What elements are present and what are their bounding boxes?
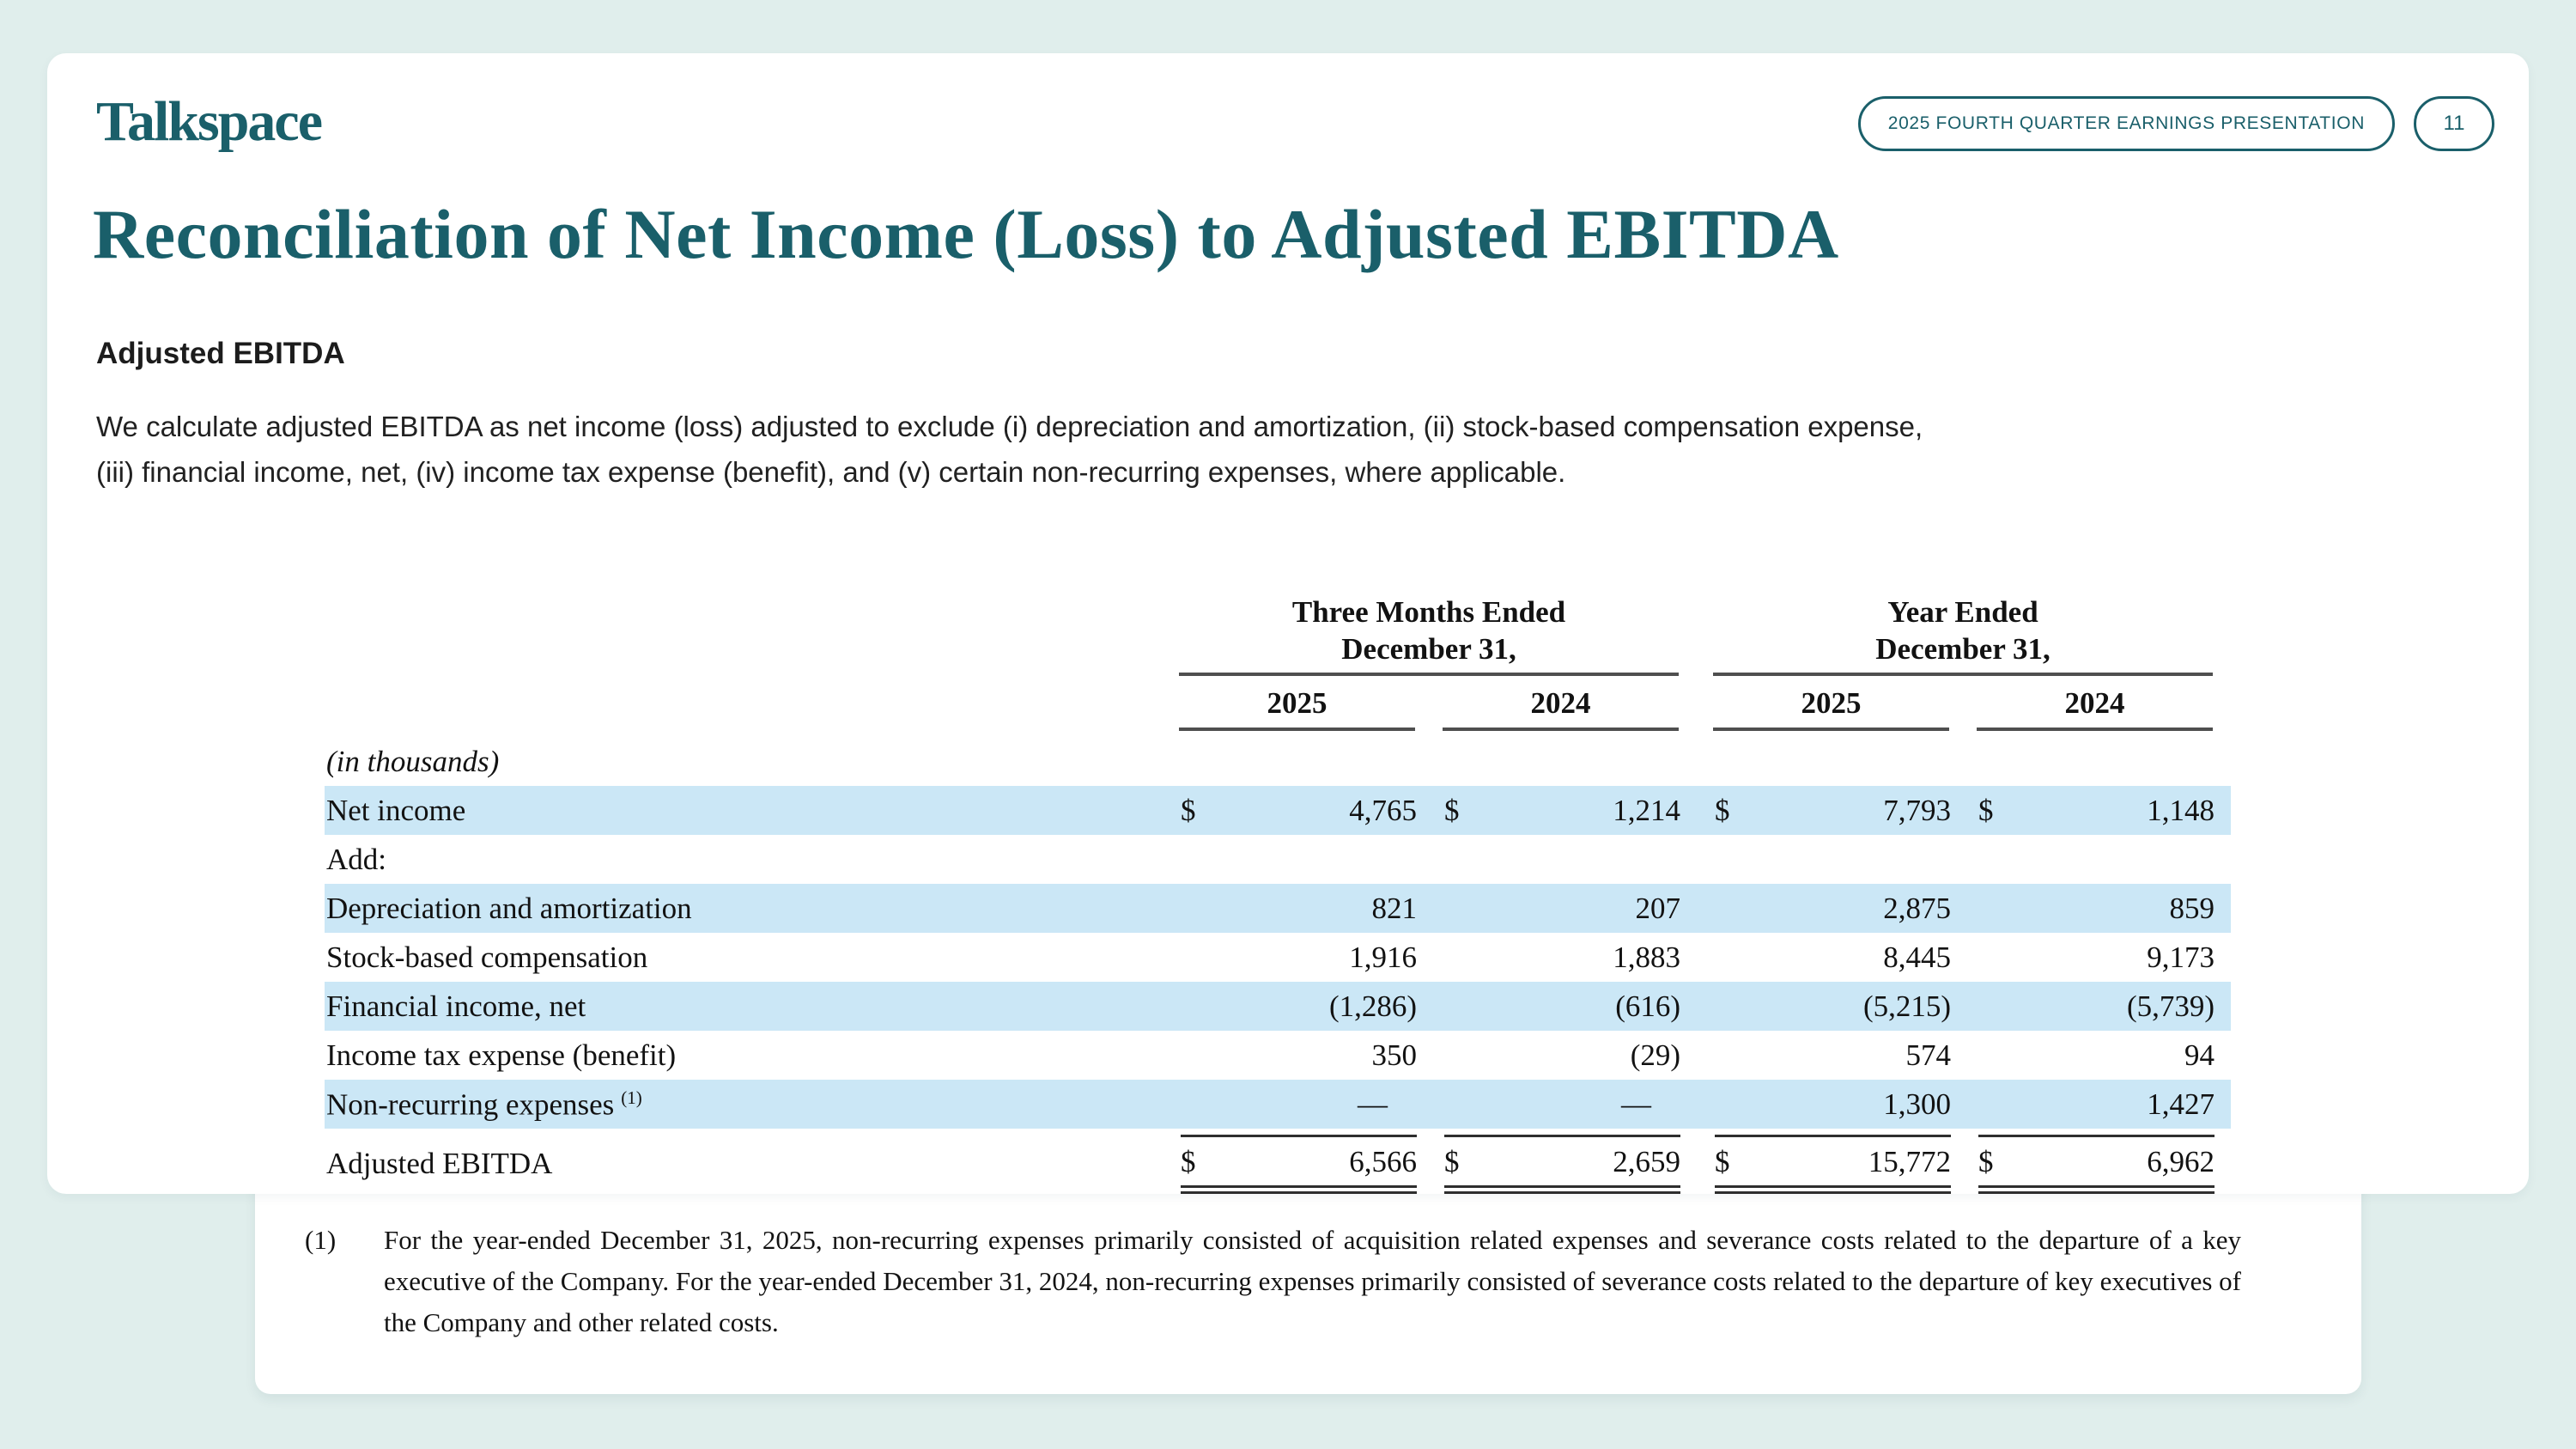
column-group-year-ended: Year Ended December 31, — [1713, 594, 2213, 677]
currency-symbol: $ — [1978, 1144, 1994, 1178]
cell-value: 6,962 — [2147, 1144, 2215, 1178]
row-label: Income tax expense (benefit) — [326, 1038, 677, 1072]
body-paragraph: We calculate adjusted EBITDA as net inco… — [96, 404, 2500, 495]
cell-value: 6,566 — [1349, 1144, 1417, 1178]
cell-value: 1,214 — [1613, 793, 1680, 827]
table-row-non-recurring: Non-recurring expenses (1) — — 1,300 1,42… — [325, 1080, 2231, 1129]
presentation-badge: 2025 FOURTH QUARTER EARNINGS PRESENTATIO… — [1857, 96, 2395, 151]
table-row-add: Add: — [325, 835, 2231, 884]
footnote: (1) For the year-ended December 31, 2025… — [305, 1220, 2241, 1343]
cell-value: 1,916 — [1349, 940, 1417, 974]
cell-value: 574 — [1905, 1038, 1952, 1072]
cell-value: (5,739) — [2126, 989, 2215, 1023]
row-label: Adjusted EBITDA — [326, 1147, 553, 1181]
table-row-depreciation: Depreciation and amortization 821 207 2,… — [325, 884, 2231, 934]
year-header: 2025 — [1713, 686, 1949, 732]
cell-value: 207 — [1635, 891, 1681, 925]
table-row-net-income: Net income $4,765 $1,214 $7,793 $1,148 — [325, 786, 2231, 836]
currency-symbol: $ — [1181, 793, 1196, 827]
cell-value: 2,875 — [1883, 891, 1951, 925]
row-label: Non-recurring expenses (1) — [326, 1087, 642, 1122]
table-row-income-tax: Income tax expense (benefit) 350 (29) 57… — [325, 1031, 2231, 1080]
row-label: Stock-based compensation — [326, 940, 648, 974]
reconciliation-table: Three Months Ended December 31, Year End… — [325, 594, 2231, 1197]
cell-value: 350 — [1371, 1038, 1418, 1072]
table-row-financial-income: Financial income, net (1,286) (616) (5,2… — [325, 982, 2231, 1032]
year-header: 2024 — [1977, 686, 2213, 732]
row-label: Depreciation and amortization — [326, 891, 692, 925]
table-row-adjusted-ebitda-total: Adjusted EBITDA $6,566 $2,659 $15,772 $6… — [325, 1130, 2231, 1197]
header-badges: 2025 FOURTH QUARTER EARNINGS PRESENTATIO… — [1857, 96, 2494, 151]
cell-value: (5,215) — [1862, 989, 1951, 1023]
footnote-marker: (1) — [305, 1225, 337, 1255]
row-label: Net income — [326, 793, 466, 827]
cell-value: (29) — [1630, 1038, 1680, 1072]
footnote-reference: (1) — [621, 1087, 642, 1108]
body-line-2: (iii) financial income, net, (iv) income… — [96, 456, 1566, 488]
currency-symbol: $ — [1444, 1144, 1460, 1178]
unit-label: (in thousands) — [326, 745, 500, 779]
cell-value: 2,659 — [1613, 1144, 1680, 1178]
unit-label-row: (in thousands) — [325, 731, 2231, 786]
talkspace-logo: Talkspace — [96, 90, 323, 153]
currency-symbol: $ — [1181, 1144, 1196, 1178]
cell-value: — — [1358, 1087, 1388, 1121]
cell-value: 7,793 — [1883, 793, 1951, 827]
cell-value: — — [1621, 1087, 1651, 1121]
cell-value: 859 — [2169, 891, 2215, 925]
cell-value: 821 — [1371, 891, 1418, 925]
cell-value: 8,445 — [1883, 940, 1951, 974]
cell-value: 1,427 — [2147, 1087, 2215, 1121]
currency-symbol: $ — [1715, 1144, 1730, 1178]
cell-value: (1,286) — [1328, 989, 1417, 1023]
currency-symbol: $ — [1444, 793, 1460, 827]
column-group-three-months: Three Months Ended December 31, — [1179, 594, 1679, 677]
column-group-header-row: Three Months Ended December 31, Year End… — [325, 594, 2231, 677]
currency-symbol: $ — [1978, 793, 1994, 827]
page-title: Reconciliation of Net Income (Loss) to A… — [93, 195, 1839, 273]
currency-symbol: $ — [1715, 793, 1730, 827]
year-header: 2024 — [1443, 686, 1679, 732]
table-row-stock-comp: Stock-based compensation 1,916 1,883 8,4… — [325, 933, 2231, 982]
cell-value: 1,148 — [2147, 793, 2215, 827]
cell-value: 9,173 — [2147, 940, 2215, 974]
cell-value: 94 — [2184, 1038, 2215, 1072]
cell-value: 1,300 — [1883, 1087, 1951, 1121]
row-label: Add: — [326, 842, 386, 876]
cell-value: 4,765 — [1349, 793, 1417, 827]
row-label: Financial income, net — [326, 989, 586, 1023]
cell-value: 15,772 — [1868, 1144, 1951, 1178]
year-header: 2025 — [1179, 686, 1415, 732]
footnote-text: For the year-ended December 31, 2025, no… — [384, 1225, 2241, 1337]
section-heading: Adjusted EBITDA — [96, 337, 345, 370]
page-number-badge: 11 — [2414, 96, 2494, 151]
body-line-1: We calculate adjusted EBITDA as net inco… — [96, 411, 1923, 442]
cell-value: 1,883 — [1613, 940, 1680, 974]
cell-value: (616) — [1615, 989, 1680, 1023]
year-header-row: 2025 2024 2025 2024 — [325, 686, 2231, 732]
